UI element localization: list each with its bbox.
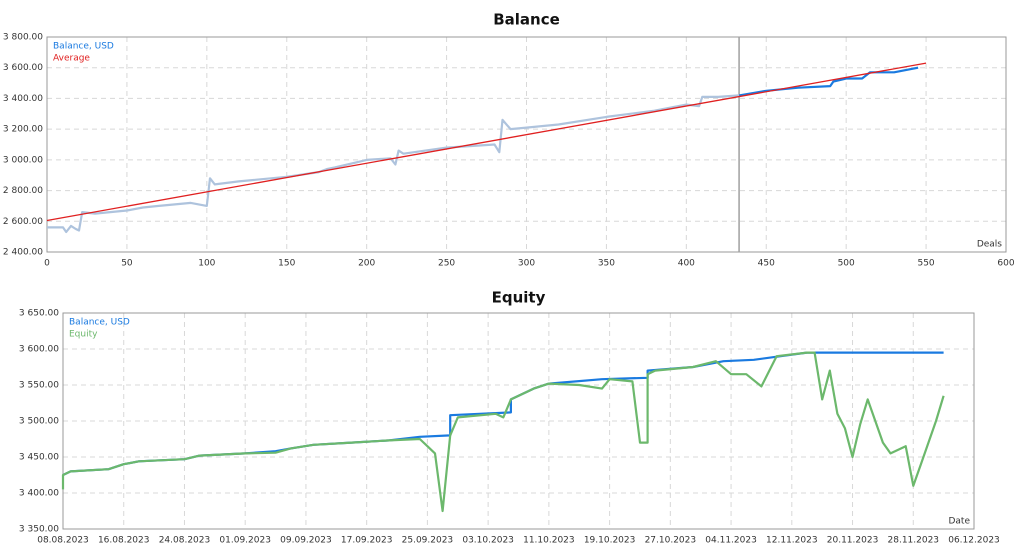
x-tick-label: 06.12.2023 bbox=[948, 536, 1000, 546]
y-tick-label: 3 000.00 bbox=[3, 155, 43, 165]
x-tick-label: 350 bbox=[598, 259, 615, 269]
y-tick-label: 3 650.00 bbox=[19, 309, 59, 319]
x-tick-label: 50 bbox=[121, 259, 133, 269]
x-tick-label: 600 bbox=[997, 259, 1014, 269]
x-tick-label: 20.11.2023 bbox=[827, 536, 879, 546]
x-axis-label: Deals bbox=[977, 240, 1002, 250]
x-tick-label: 17.09.2023 bbox=[341, 536, 393, 546]
y-tick-label: 3 600.00 bbox=[3, 63, 43, 73]
y-tick-label: 3 350.00 bbox=[19, 525, 59, 535]
legend-label: Equity bbox=[69, 330, 98, 340]
chart-title: Balance bbox=[493, 11, 560, 29]
x-tick-label: 27.10.2023 bbox=[645, 536, 697, 546]
x-tick-label: 250 bbox=[438, 259, 455, 269]
x-tick-label: 28.11.2023 bbox=[888, 536, 940, 546]
x-tick-label: 100 bbox=[198, 259, 215, 269]
x-tick-label: 12.11.2023 bbox=[766, 536, 818, 546]
x-axis-label: Date bbox=[948, 517, 970, 527]
x-tick-label: 09.09.2023 bbox=[280, 536, 332, 546]
series-line bbox=[47, 94, 740, 234]
y-tick-label: 3 800.00 bbox=[3, 33, 43, 43]
x-tick-label: 150 bbox=[278, 259, 295, 269]
x-tick-label: 03.10.2023 bbox=[462, 536, 514, 546]
x-tick-label: 0 bbox=[44, 259, 50, 269]
y-tick-label: 3 550.00 bbox=[19, 381, 59, 391]
x-tick-label: 25.09.2023 bbox=[402, 536, 454, 546]
x-tick-label: 08.08.2023 bbox=[37, 536, 89, 546]
x-tick-label: 450 bbox=[758, 259, 775, 269]
y-tick-label: 2 600.00 bbox=[3, 217, 43, 227]
legend-label: Balance, USD bbox=[53, 42, 114, 52]
x-tick-label: 200 bbox=[358, 259, 375, 269]
x-tick-label: 500 bbox=[838, 259, 855, 269]
series-line bbox=[61, 351, 945, 513]
series-line bbox=[46, 62, 927, 222]
x-tick-label: 550 bbox=[917, 259, 934, 269]
y-tick-label: 3 600.00 bbox=[19, 345, 59, 355]
plot-frame bbox=[46, 36, 1007, 253]
y-tick-label: 2 400.00 bbox=[3, 248, 43, 258]
chart-title: Equity bbox=[492, 289, 546, 307]
y-tick-label: 3 200.00 bbox=[3, 125, 43, 135]
x-tick-label: 11.10.2023 bbox=[523, 536, 575, 546]
y-tick-label: 3 400.00 bbox=[3, 94, 43, 104]
x-tick-label: 24.08.2023 bbox=[159, 536, 211, 546]
y-tick-label: 2 800.00 bbox=[3, 186, 43, 196]
x-tick-label: 04.11.2023 bbox=[705, 536, 757, 546]
x-tick-label: 400 bbox=[678, 259, 695, 269]
plot-frame bbox=[62, 312, 975, 530]
legend-label: Balance, USD bbox=[69, 318, 130, 328]
y-tick-label: 3 450.00 bbox=[19, 453, 59, 463]
legend-label: Average bbox=[53, 54, 90, 64]
y-tick-label: 3 400.00 bbox=[19, 489, 59, 499]
x-tick-label: 01.09.2023 bbox=[219, 536, 271, 546]
x-tick-label: 300 bbox=[518, 259, 535, 269]
x-tick-label: 19.10.2023 bbox=[584, 536, 636, 546]
y-tick-label: 3 500.00 bbox=[19, 417, 59, 427]
x-tick-label: 16.08.2023 bbox=[98, 536, 150, 546]
